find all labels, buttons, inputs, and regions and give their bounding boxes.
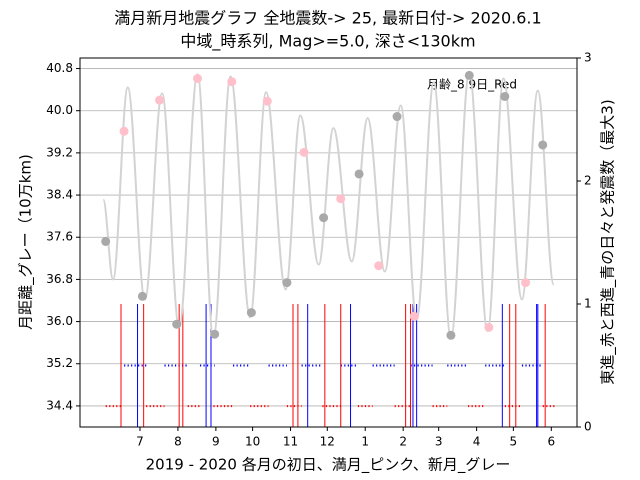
y2-axis-label: 東進_赤と西進_青の日々と発震数（最大3) (599, 99, 618, 384)
y2-tick-label: 0 (584, 420, 592, 434)
x-tick-label: 10 (245, 435, 260, 449)
moon-point (227, 77, 237, 87)
moon-point (246, 308, 256, 318)
moon-point (210, 329, 220, 339)
x-tick-label: 12 (320, 435, 335, 449)
moon-point (409, 311, 419, 321)
moon-point (464, 70, 474, 80)
y-tick-label: 36.0 (46, 314, 73, 328)
moon-point (262, 96, 272, 106)
y-tick-label: 36.8 (46, 272, 73, 286)
moon-point (319, 213, 329, 223)
moon-point (299, 147, 309, 157)
moon-point (336, 194, 346, 204)
moon-point (155, 95, 165, 105)
chart-subtitle: 中域_時系列, Mag>=5.0, 深さ<130km (180, 32, 475, 52)
y2-tick-label: 1 (584, 297, 592, 311)
x-tick-label: 6 (547, 435, 555, 449)
moon-point (446, 330, 456, 340)
y-tick-label: 35.2 (46, 356, 73, 370)
moon-point (119, 126, 129, 136)
moon-point (500, 91, 510, 101)
moon-point (374, 261, 384, 271)
x-tick-label: 5 (510, 435, 518, 449)
moon-point (354, 169, 364, 179)
x-tick-label: 3 (435, 435, 443, 449)
x-tick-label: 4 (473, 435, 481, 449)
plot-frame (79, 57, 578, 428)
y-tick-label: 38.4 (46, 188, 73, 202)
y2-tick-label: 2 (584, 174, 592, 188)
chart-title: 満月新月地震グラフ 全地震数-> 25, 最新日付-> 2020.6.1 (114, 9, 541, 28)
y-tick-label: 37.6 (46, 230, 73, 244)
moon-point (172, 319, 182, 329)
x-tick-label: 2 (399, 435, 407, 449)
x-tick-label: 8 (174, 435, 182, 449)
y-axis-label: 月距離_グレー（10万km) (17, 154, 36, 330)
x-axis-label: 2019 - 2020 各月の初日、満月_ピンク、新月_グレー (146, 456, 511, 475)
moon-point (521, 278, 531, 288)
x-tick-label: 7 (136, 435, 144, 449)
y-tick-label: 34.4 (46, 398, 73, 412)
moon-point (193, 74, 203, 84)
moon-point (392, 112, 402, 122)
y2-tick-label: 3 (584, 51, 592, 65)
moon-point (282, 278, 292, 288)
moon-distance-line (102, 71, 555, 339)
moon-point (101, 236, 111, 246)
moon-point (538, 140, 548, 150)
moon-point (137, 291, 147, 301)
y-tick-label: 40.0 (46, 103, 73, 117)
x-tick-label: 9 (212, 435, 220, 449)
x-tick-label: 11 (283, 435, 298, 449)
y-tick-label: 40.8 (46, 61, 73, 75)
y-tick-label: 39.2 (46, 145, 73, 159)
x-tick-label: 1 (361, 435, 369, 449)
moon-point (484, 322, 494, 332)
